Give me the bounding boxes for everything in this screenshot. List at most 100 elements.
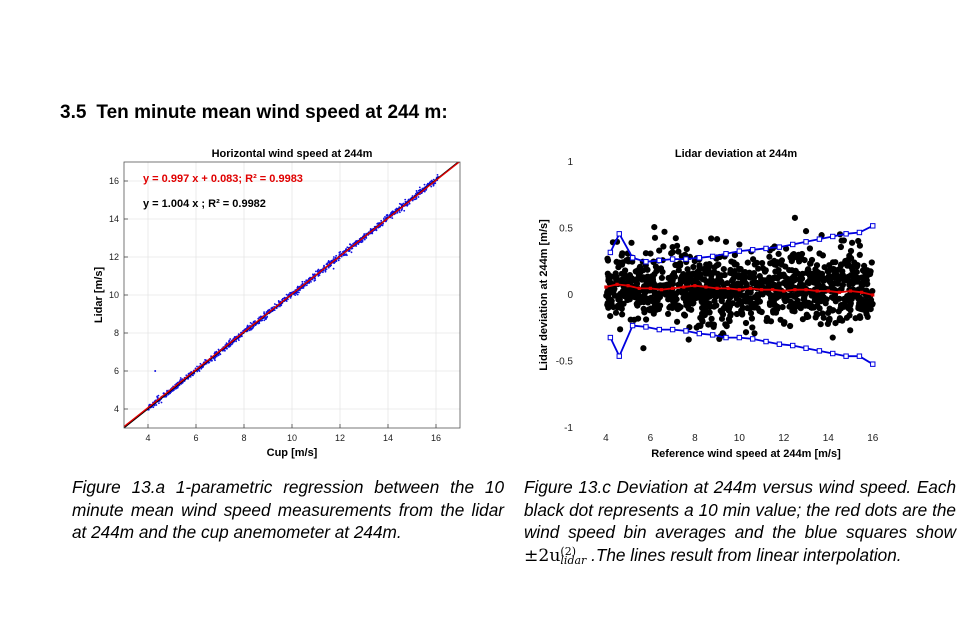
scatter-point <box>812 314 819 321</box>
scatter-point <box>843 314 851 321</box>
scatter-point <box>605 277 612 284</box>
scatter-point <box>751 330 758 337</box>
scatter-point <box>853 263 861 270</box>
scatter-point <box>605 304 612 311</box>
scatter-point <box>665 310 672 317</box>
scatter-point <box>153 404 156 407</box>
scatter-point <box>721 271 728 279</box>
scatter-point <box>727 269 734 276</box>
chart-b-ticks: 4 6 8 10 12 14 16 -1 -0.5 0 0.5 1 <box>556 157 879 444</box>
scatter-point <box>680 271 687 278</box>
chart-a-annotation-black: y = 1.004 x ; R² = 0.9982 <box>143 198 266 210</box>
scatter-point <box>383 217 385 220</box>
scatter-point <box>847 247 855 255</box>
scatter-point <box>653 268 660 275</box>
chart-a-xlabel: Cup [m/s] <box>267 447 318 459</box>
scatter-point <box>854 278 861 285</box>
bin-average-marker <box>604 285 608 289</box>
uncertainty-square <box>723 334 729 341</box>
uncertainty-square <box>656 257 662 264</box>
scatter-point <box>693 293 700 300</box>
scatter-point <box>862 304 869 311</box>
scatter-point <box>791 214 799 221</box>
scatter-point <box>432 178 435 181</box>
chart-a-scatter-series <box>147 174 440 411</box>
scatter-point <box>720 266 727 273</box>
scatter-point <box>165 394 168 397</box>
uncertainty-square <box>776 341 783 347</box>
scatter-point <box>647 297 655 304</box>
scatter-point <box>753 299 761 306</box>
scatter-point <box>690 277 698 284</box>
scatter-point <box>783 245 790 252</box>
scatter-point <box>213 357 216 360</box>
scatter-point <box>754 291 761 298</box>
scatter-point <box>768 277 775 284</box>
scatter-point <box>640 345 647 352</box>
bin-average-marker <box>615 282 619 286</box>
scatter-point <box>373 225 376 228</box>
scatter-point <box>869 300 876 307</box>
scatter-point <box>718 297 725 305</box>
scatter-point <box>802 228 810 235</box>
scatter-point <box>238 339 240 341</box>
scatter-point <box>838 302 845 309</box>
scatter-point <box>796 258 803 265</box>
scatter-point <box>789 292 796 299</box>
scatter-point <box>365 236 368 239</box>
scatter-point <box>646 307 654 314</box>
uncertainty-square <box>856 229 863 236</box>
uncertainty-square <box>629 322 636 329</box>
scatter-point <box>810 273 817 281</box>
scatter-point <box>273 303 276 305</box>
y-tick-label: 8 <box>114 328 119 338</box>
scatter-point <box>407 198 410 201</box>
bin-average-marker <box>659 288 664 292</box>
chart-b-bin-average-series <box>604 282 875 297</box>
scatter-point <box>335 254 338 257</box>
scatter-point <box>822 276 829 283</box>
scatter-point <box>317 268 320 271</box>
scatter-point <box>738 307 745 314</box>
y-tick-label: 14 <box>109 214 119 224</box>
scatter-point <box>836 295 843 302</box>
scatter-point <box>797 277 804 284</box>
bin-average-marker <box>737 288 741 292</box>
scatter-point <box>808 256 816 264</box>
scatter-point <box>656 247 663 254</box>
scatter-point <box>207 362 210 364</box>
caption-math-sup: (2) <box>560 545 576 558</box>
uncertainty-square <box>683 256 689 262</box>
scatter-point <box>369 228 372 230</box>
scatter-point <box>799 316 807 323</box>
uncertainty-square <box>683 328 689 334</box>
uncertainty-square <box>749 336 756 342</box>
scatter-point <box>204 359 206 361</box>
scatter-point <box>633 301 641 308</box>
scatter-point <box>385 214 388 217</box>
scatter-point <box>831 280 839 287</box>
bin-average-marker <box>671 286 675 290</box>
scatter-point <box>381 224 384 227</box>
scatter-point <box>731 252 739 259</box>
scatter-point <box>340 255 343 258</box>
scatter-point <box>855 305 862 312</box>
scatter-point <box>301 280 304 283</box>
scatter-point <box>257 322 259 325</box>
scatter-point <box>805 266 812 274</box>
scatter-point <box>378 222 380 225</box>
uncertainty-square <box>723 251 729 257</box>
scatter-point <box>722 238 730 245</box>
scatter-point <box>175 387 178 390</box>
scatter-point <box>152 406 155 409</box>
scatter-point <box>778 257 786 264</box>
bin-average-marker <box>871 293 875 297</box>
scatter-point <box>350 247 353 250</box>
scatter-point <box>263 311 265 313</box>
scatter-point <box>294 294 297 296</box>
scatter-point <box>803 311 810 318</box>
scatter-point <box>415 192 417 195</box>
scatter-point <box>665 274 672 282</box>
scatter-point <box>839 281 847 288</box>
chart-a-ticks: 4 6 8 10 12 14 16 4 6 8 10 12 14 16 <box>109 176 441 443</box>
